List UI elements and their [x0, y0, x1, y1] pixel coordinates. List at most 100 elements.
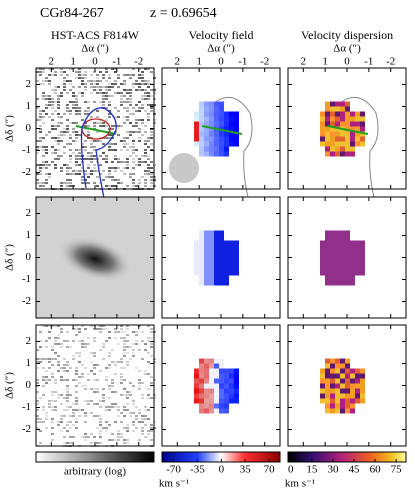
image-pixel	[84, 439, 87, 441]
image-pixel	[129, 101, 132, 103]
image-pixel	[141, 155, 144, 157]
spaxel	[214, 131, 219, 137]
image-pixel	[66, 119, 69, 121]
spaxel	[214, 368, 219, 374]
image-pixel	[90, 158, 93, 160]
spaxel	[340, 146, 345, 152]
spaxel	[194, 378, 199, 384]
image-pixel	[48, 95, 51, 97]
spaxel	[229, 116, 234, 122]
image-pixel	[66, 80, 69, 82]
image-pixel	[102, 152, 105, 154]
image-pixel	[141, 418, 144, 420]
image-pixel	[141, 382, 144, 384]
spaxel	[340, 101, 345, 107]
spaxel	[199, 408, 204, 414]
kinematic-axis	[327, 125, 369, 135]
image-pixel	[108, 134, 111, 136]
image-pixel	[72, 436, 75, 438]
image-pixel	[60, 68, 63, 70]
spaxel	[214, 373, 219, 379]
image-pixel	[138, 158, 141, 160]
image-pixel	[111, 68, 114, 70]
image-pixel	[42, 161, 45, 163]
spaxel	[345, 388, 350, 394]
image-pixel	[45, 164, 48, 166]
image-pixel	[39, 182, 42, 184]
image-pixel	[141, 340, 144, 342]
image-pixel	[75, 104, 78, 106]
image-pixel	[135, 334, 138, 336]
image-pixel	[126, 158, 129, 160]
image-pixel	[117, 167, 120, 169]
spaxel	[204, 255, 209, 261]
spaxel	[335, 280, 340, 286]
image-pixel	[66, 388, 69, 390]
image-pixel	[36, 179, 39, 181]
image-pixel	[63, 370, 66, 372]
image-pixel	[111, 134, 114, 136]
image-pixel	[123, 137, 126, 139]
spaxel	[355, 373, 360, 379]
image-pixel	[69, 415, 72, 417]
image-pixel	[48, 400, 51, 402]
spaxel	[335, 235, 340, 241]
image-pixel	[51, 376, 54, 378]
spaxel	[325, 358, 330, 364]
image-pixel	[93, 146, 96, 148]
column-title: Velocity field	[189, 28, 254, 42]
image-pixel	[141, 119, 144, 121]
image-pixel	[126, 131, 129, 133]
image-pixel	[60, 155, 63, 157]
spaxel	[199, 101, 204, 107]
image-pixel	[66, 340, 69, 342]
image-pixel	[54, 406, 57, 408]
image-pixel	[60, 367, 63, 369]
image-pixel	[36, 80, 39, 82]
image-pixel	[36, 71, 39, 73]
spaxel	[330, 111, 335, 117]
image-pixel	[108, 110, 111, 112]
spaxel	[360, 368, 365, 374]
spaxel	[219, 116, 224, 122]
spaxel	[219, 403, 224, 409]
spaxel	[229, 270, 234, 276]
image-pixel	[120, 412, 123, 414]
image-pixel	[81, 143, 84, 145]
spaxel	[219, 141, 224, 147]
spaxel	[209, 403, 214, 409]
image-pixel	[63, 128, 66, 130]
spaxel	[229, 265, 234, 271]
image-pixel	[78, 77, 81, 79]
image-pixel	[66, 421, 69, 423]
spaxel	[325, 141, 330, 147]
spaxel	[209, 240, 214, 246]
image-pixel	[36, 415, 39, 417]
image-pixel	[138, 412, 141, 414]
image-pixel	[45, 77, 48, 79]
image-pixel	[108, 185, 111, 187]
spaxel	[194, 373, 199, 379]
spaxel	[209, 121, 214, 127]
image-pixel	[144, 418, 147, 420]
image-pixel	[135, 80, 138, 82]
image-pixel	[63, 415, 66, 417]
image-pixel	[120, 83, 123, 85]
spaxel	[234, 383, 239, 389]
image-pixel	[123, 143, 126, 145]
image-pixel	[114, 406, 117, 408]
spaxel	[355, 111, 360, 117]
image-pixel	[120, 433, 123, 435]
image-pixel	[123, 439, 126, 441]
image-pixel	[147, 170, 150, 172]
image-pixel	[108, 167, 111, 169]
image-pixel	[72, 412, 75, 414]
image-pixel	[147, 146, 150, 148]
image-pixel	[60, 343, 63, 345]
spaxel	[355, 398, 360, 404]
spaxel	[224, 265, 229, 271]
image-pixel	[99, 86, 102, 88]
image-pixel	[87, 164, 90, 166]
image-pixel	[120, 394, 123, 396]
